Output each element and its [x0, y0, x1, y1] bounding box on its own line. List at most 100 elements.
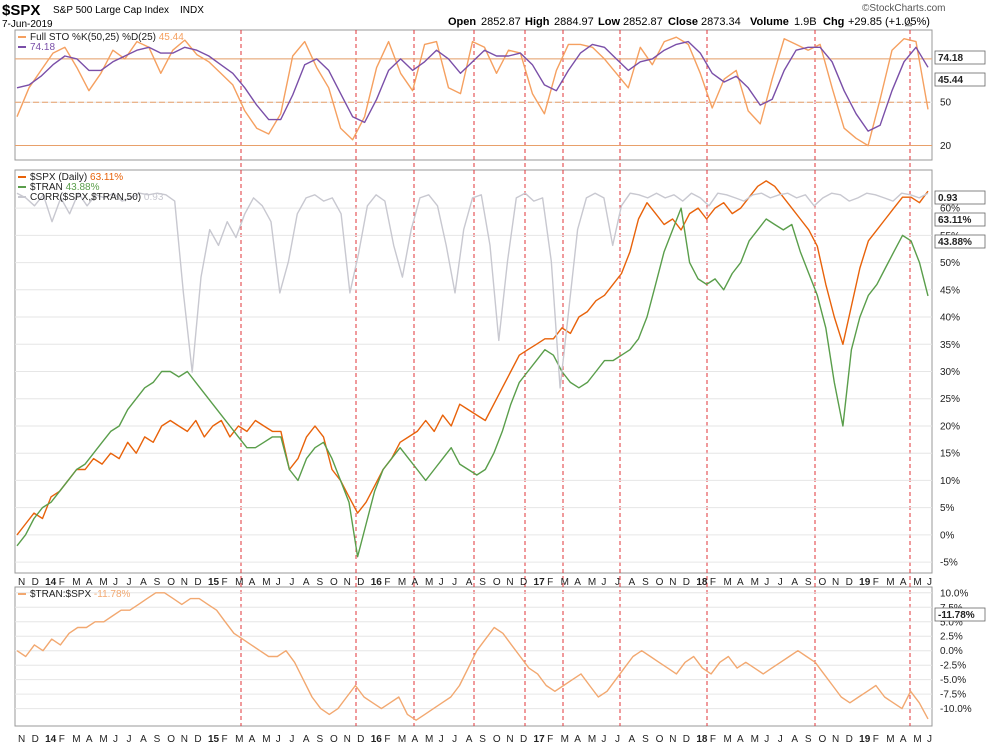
x-tick-label: D [683, 734, 690, 744]
y-tick-label: 10.0% [940, 588, 968, 599]
x-tick-label: D [32, 734, 39, 744]
symbol-label: $SPX [2, 2, 41, 19]
x-tick-label: D [357, 577, 364, 588]
up-triangle-icon: △ [905, 17, 912, 27]
x-tick-label: M [723, 734, 731, 744]
end-value-box [934, 234, 986, 249]
x-tick-label: O [493, 734, 501, 744]
x-tick-label: A [900, 577, 907, 588]
y-tick-label: -5.0% [940, 675, 966, 686]
y-tick-label: -2.5% [940, 661, 966, 672]
x-tick-label: F [547, 734, 553, 744]
end-value-label: 45.44 [938, 75, 963, 86]
x-tick-label: S [479, 577, 486, 588]
x-tick-label: O [330, 577, 338, 588]
x-tick-label: A [249, 734, 256, 744]
legend-value: -11.78% [91, 589, 130, 600]
date-label: 7-Jun-2019 [2, 19, 53, 30]
x-tick-label: 17 [534, 577, 546, 588]
end-value-box [934, 190, 986, 205]
y-tick-label: 25% [940, 394, 960, 405]
chg-label: Chg [823, 16, 845, 28]
y-tick-label: 5.0% [940, 617, 963, 628]
y-tick-label: 45% [940, 285, 960, 296]
x-tick-label: A [411, 734, 418, 744]
x-tick-label: N [669, 734, 676, 744]
x-tick-label: N [506, 577, 513, 588]
close-label: Close [668, 16, 698, 28]
x-tick-label: N [344, 577, 351, 588]
x-tick-label: J [276, 734, 281, 744]
x-tick-label: M [886, 734, 894, 744]
y-tick-label: 30% [940, 367, 960, 378]
y-tick-label: 15% [940, 449, 960, 460]
y-tick-label: 20 [940, 141, 952, 152]
x-tick-label: J [764, 734, 769, 744]
legend-label: $TRAN 43.88% [30, 182, 100, 193]
open-value: 2852.87 [481, 16, 521, 28]
end-value-label: 74.18 [938, 53, 963, 64]
x-tick-label: N [181, 577, 188, 588]
x-tick-label: M [99, 577, 107, 588]
x-tick-label: S [154, 734, 161, 744]
x-tick-label: N [18, 577, 25, 588]
x-tick-label: A [629, 734, 636, 744]
x-tick-label: J [276, 577, 281, 588]
series-line-1-1 [16, 207, 929, 558]
x-tick-label: 16 [371, 577, 383, 588]
x-tick-label: S [316, 577, 323, 588]
x-tick-label: J [113, 577, 118, 588]
x-tick-label: A [574, 734, 581, 744]
end-value-label: -11.78% [938, 610, 975, 621]
x-tick-label: O [818, 734, 826, 744]
y-tick-label: -5% [940, 558, 958, 569]
x-tick-label: A [303, 734, 310, 744]
volume-value: 1.9B [794, 16, 817, 28]
legend-label: CORR($SPX,$TRAN,50) 0.93 [30, 192, 164, 203]
x-tick-label: O [493, 577, 501, 588]
x-tick-label: D [846, 734, 853, 744]
end-value-box [934, 607, 986, 622]
x-tick-label: 14 [45, 734, 57, 744]
x-tick-label: S [642, 734, 649, 744]
x-tick-label: M [588, 577, 596, 588]
x-tick-label: J [452, 577, 457, 588]
x-tick-label: J [764, 577, 769, 588]
x-tick-label: 19 [859, 577, 871, 588]
x-tick-label: O [167, 734, 175, 744]
x-tick-label: A [86, 734, 93, 744]
x-tick-label: N [18, 734, 25, 744]
x-tick-label: 18 [696, 734, 708, 744]
x-tick-label: J [778, 577, 783, 588]
x-tick-label: F [222, 734, 228, 744]
y-tick-label: 2.5% [940, 632, 963, 643]
x-tick-label: A [629, 577, 636, 588]
x-tick-label: J [601, 734, 606, 744]
x-tick-label: O [656, 734, 664, 744]
x-tick-label: 15 [208, 734, 220, 744]
x-tick-label: F [873, 577, 879, 588]
x-tick-label: M [72, 734, 80, 744]
legend-label: $SPX (Daily) 63.11% [30, 172, 123, 183]
x-tick-label: M [398, 577, 406, 588]
x-tick-label: D [520, 734, 527, 744]
x-tick-label: S [479, 734, 486, 744]
x-tick-label: O [656, 577, 664, 588]
x-tick-label: M [913, 734, 921, 744]
y-tick-label: 0.0% [940, 646, 963, 657]
x-tick-label: S [154, 577, 161, 588]
x-tick-label: F [710, 734, 716, 744]
x-tick-label: D [194, 734, 201, 744]
high-value: 2884.97 [554, 16, 594, 28]
legend-value: 0.93 [141, 192, 164, 203]
x-tick-label: J [601, 577, 606, 588]
x-tick-label: J [615, 734, 620, 744]
x-tick-label: J [927, 577, 932, 588]
series-line-1-0 [16, 180, 929, 536]
x-tick-label: D [683, 577, 690, 588]
x-tick-label: J [289, 577, 294, 588]
x-tick-label: M [913, 577, 921, 588]
x-tick-label: F [873, 734, 879, 744]
x-tick-label: M [235, 734, 243, 744]
